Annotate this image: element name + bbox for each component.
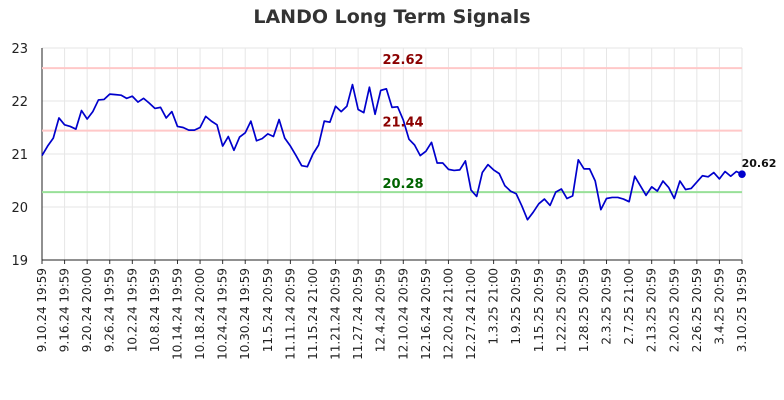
x-tick-label: 12.27.24 21:00	[464, 268, 478, 360]
x-tick-label: 1.15.25 20:59	[532, 268, 546, 352]
y-tick-label: 20	[11, 201, 28, 216]
x-tick-label: 1.3.25 21:00	[487, 268, 501, 345]
x-tick-label: 10.8.24 19:59	[148, 268, 162, 352]
resistance-label: 22.62	[382, 53, 423, 68]
x-tick-label: 12.16.24 20:59	[419, 268, 433, 360]
x-tick-label: 9.26.24 19:59	[103, 268, 117, 352]
x-tick-label: 9.20.24 20:00	[80, 268, 94, 352]
x-tick-label: 1.28.25 20:59	[577, 268, 591, 352]
x-tick-label: 11.21.24 20:59	[329, 268, 343, 360]
x-tick-label: 12.4.24 20:59	[374, 268, 388, 352]
x-tick-label: 10.30.24 19:59	[238, 268, 252, 360]
x-tick-label: 11.5.24 20:59	[261, 268, 275, 352]
y-tick-label: 21	[11, 148, 28, 163]
x-tick-label: 1.22.25 20:59	[554, 268, 568, 352]
x-tick-label: 2.13.25 20:59	[645, 268, 659, 352]
chart-title: LANDO Long Term Signals	[253, 6, 531, 28]
x-tick-label: 2.7.25 21:00	[622, 268, 636, 345]
support-label: 20.28	[382, 177, 423, 192]
x-tick-label: 12.10.24 20:59	[396, 268, 410, 360]
x-tick-label: 10.18.24 20:00	[193, 268, 207, 360]
y-tick-label: 22	[11, 95, 28, 110]
x-tick-label: 9.16.24 19:59	[58, 268, 72, 352]
x-tick-label: 10.24.24 19:59	[216, 268, 230, 360]
y-tick-label: 19	[11, 254, 28, 269]
x-tick-label: 2.26.25 20:59	[690, 268, 704, 352]
x-tick-label: 9.10.24 19:59	[35, 268, 49, 352]
x-tick-label: 12.20.24 21:00	[441, 268, 455, 360]
x-tick-label: 3.4.25 20:59	[712, 268, 726, 345]
x-tick-label: 11.27.24 20:59	[351, 268, 365, 360]
x-tick-label: 3.10.25 19:59	[735, 268, 749, 352]
x-tick-label: 10.14.24 19:59	[170, 268, 184, 360]
x-tick-label: 2.20.25 20:59	[667, 268, 681, 352]
last-point-marker	[738, 170, 746, 178]
y-tick-label: 23	[11, 42, 28, 57]
last-value-label: 20.62	[742, 157, 777, 170]
resistance-label: 21.44	[382, 116, 423, 131]
x-tick-label: 2.3.25 20:59	[600, 268, 614, 345]
x-tick-label: 10.2.24 19:59	[125, 268, 139, 352]
x-tick-label: 1.9.25 20:59	[509, 268, 523, 345]
price-line	[41, 83, 743, 221]
x-tick-label: 11.11.24 20:59	[283, 268, 297, 360]
x-tick-label: 11.15.24 21:00	[306, 268, 320, 360]
